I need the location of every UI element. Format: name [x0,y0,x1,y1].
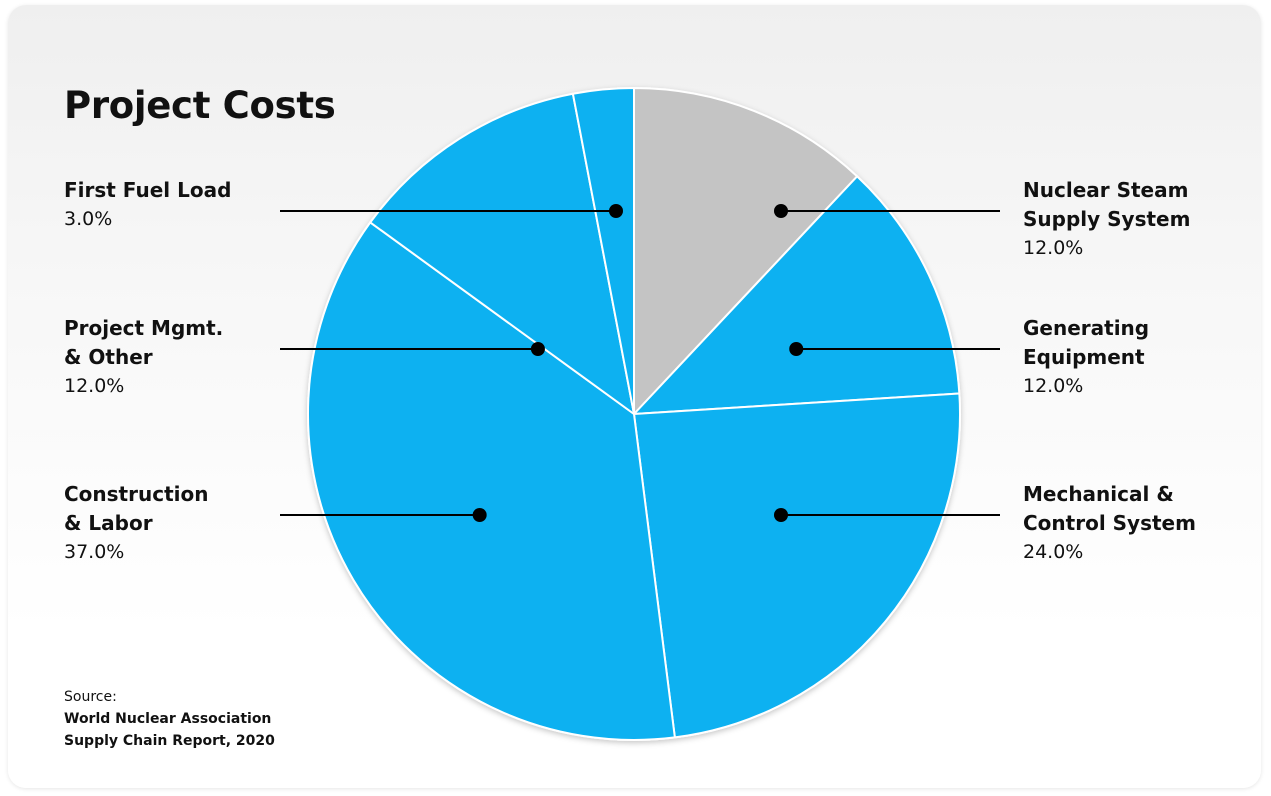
source-text: World Nuclear Association Supply Chain R… [64,711,275,749]
pie-slice-mechanical-control-system [633,392,961,739]
label-name: First Fuel Load [64,178,232,202]
leader-dot-nuclear-steam-supply-system [774,204,788,218]
label-name: Generating Equipment [1023,316,1150,369]
label-generating-equipment: Generating Equipment 12.0% [1023,314,1149,401]
label-name: Mechanical & Control System [1023,482,1196,535]
leader-dot-generating-equipment [789,342,804,356]
label-percent: 12.0% [1023,237,1084,259]
label-name: Project Mgmt. & Other [64,316,224,369]
label-percent: 12.0% [64,375,125,397]
label-name: Construction & Labor [64,482,209,535]
source-note: Source: World Nuclear Association Supply… [64,686,275,752]
leader-dot-mechanical-control-system [774,508,788,522]
label-project-mgmt-other: Project Mgmt. & Other 12.0% [64,314,223,401]
label-percent: 37.0% [64,541,125,563]
label-construction-labor: Construction & Labor 37.0% [64,480,208,567]
label-nuclear-steam-supply-system: Nuclear Steam Supply System 12.0% [1023,176,1190,263]
pie-slice-generating-equipment [633,175,961,415]
label-percent: 3.0% [64,208,113,230]
pie-slice-construction-labor [307,221,676,741]
label-name: Nuclear Steam Supply System [1023,178,1191,231]
label-percent: 12.0% [1023,375,1084,397]
pie-slice-nuclear-steam-supply-system [633,87,859,415]
label-first-fuel-load: First Fuel Load 3.0% [64,176,231,234]
label-percent: 24.0% [1023,541,1084,563]
chart-title: Project Costs [64,84,336,127]
source-label: Source: [64,689,117,705]
leader-dot-first-fuel-load [609,204,623,218]
pie-slice-project-mgmt-other [369,92,635,415]
label-mechanical-control-system: Mechanical & Control System 24.0% [1023,480,1196,567]
leader-dot-project-mgmt-other [530,342,545,356]
leader-dot-construction-labor [472,508,487,522]
pie-slice-first-fuel-load [571,87,635,415]
